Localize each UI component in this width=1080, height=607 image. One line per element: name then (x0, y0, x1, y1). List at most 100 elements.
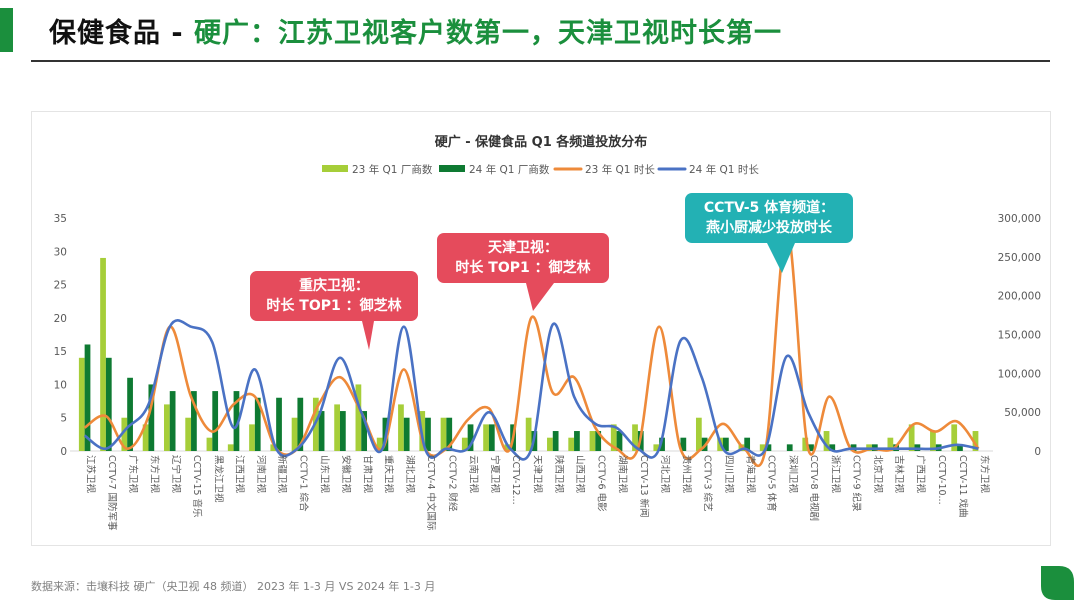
line-24q1-duration (83, 319, 979, 461)
x-category-label: 河北卫视 (659, 455, 671, 494)
callout-pointer (767, 243, 795, 273)
bar-23q1 (759, 444, 766, 451)
bar-24q1 (403, 417, 410, 451)
x-category-label: 河南卫视 (255, 455, 267, 494)
right-axis-tick: 50,000 (1004, 407, 1041, 419)
x-category-label: CCTV-6 电影 (595, 455, 607, 512)
left-axis-tick: 15 (54, 346, 67, 358)
x-category-label: 青海卫视 (744, 455, 756, 494)
bar-23q1 (823, 431, 830, 451)
x-category-label: CCTV-3 综艺 (702, 455, 714, 512)
bar-23q1 (270, 444, 277, 451)
right-axis-tick: 0 (1034, 446, 1041, 458)
brand-leaf-icon (1041, 566, 1074, 600)
bar-24q1 (361, 411, 368, 451)
bar-24q1 (297, 397, 304, 451)
x-category-label: 云南卫视 (468, 455, 480, 494)
bar-23q1 (504, 444, 511, 451)
x-category-label: CCTV-12... (510, 455, 521, 505)
right-axis-tick: 300,000 (998, 213, 1041, 225)
bar-23q1 (461, 437, 468, 451)
page-title-prefix: 保健食品 - (49, 18, 195, 49)
x-category-label: CCTV-2 财经 (446, 455, 458, 512)
bar-23q1 (355, 384, 362, 451)
x-category-label: CCTV-9 纪录 (851, 455, 863, 512)
bar-23q1 (227, 444, 234, 451)
bar-24q1 (552, 431, 559, 451)
bar-24q1 (467, 424, 474, 451)
callout-box (437, 233, 609, 283)
callout-pointer (362, 321, 374, 350)
callout-text: 重庆卫视： (299, 277, 369, 294)
legend-swatch (322, 165, 348, 172)
bar-24q1 (339, 411, 346, 451)
bar-23q1 (206, 437, 213, 451)
x-category-label: 辽宁卫视 (170, 455, 182, 494)
bar-23q1 (930, 431, 936, 451)
bar-23q1 (376, 437, 383, 451)
bar-23q1 (334, 404, 340, 451)
bar-23q1 (121, 417, 128, 451)
bar-24q1 (595, 431, 602, 451)
x-category-label: CCTV-7 国防军事 (106, 455, 118, 531)
bar-24q1 (105, 357, 112, 451)
bar-24q1 (446, 417, 453, 451)
bar-23q1 (589, 431, 596, 451)
bar-24q1 (276, 397, 282, 451)
x-category-label: CCTV-4 中文国际 (425, 455, 437, 531)
bar-24q1 (425, 417, 431, 451)
callout-box (685, 193, 853, 243)
bar-24q1 (808, 444, 814, 451)
right-axis-tick: 250,000 (998, 252, 1041, 264)
right-axis-tick: 100,000 (998, 368, 1041, 380)
bar-23q1 (483, 424, 489, 451)
callout-pointer (526, 283, 554, 311)
bar-23q1 (653, 444, 660, 451)
x-category-label: CCTV-13 新闻 (638, 455, 650, 518)
x-category-label: CCTV-8 电视剧 (808, 455, 820, 521)
chart-callout: 重庆卫视： 时长 TOP1 ：御芝林 (250, 271, 418, 350)
bar-24q1 (127, 377, 133, 451)
bar-23q1 (291, 417, 298, 451)
callout-text: 时长 TOP1 ：御芝林 (266, 297, 401, 314)
legend-label: 23 年 Q1 时长 (585, 163, 655, 176)
data-source-note: 数据来源：击壤科技 硬广（央卫视 48 频道） 2023 年 1-3 月 VS … (31, 580, 436, 593)
bar-23q1 (547, 437, 553, 451)
bar-23q1 (185, 417, 192, 451)
x-category-label: 江西卫视 (234, 455, 246, 494)
bar-23q1 (398, 404, 404, 451)
x-category-label: 山东卫视 (319, 455, 331, 494)
chart-title: 硬广 - 保健食品 Q1 各频道投放分布 (435, 134, 648, 150)
chart-card: 硬广 - 保健食品 Q1 各频道投放分布 23 年 Q1 厂商数 24 年 Q1 厂… (31, 111, 1051, 546)
x-category-label: CCTV-1 综合 (297, 455, 309, 512)
x-category-label: 江苏卫视 (85, 455, 97, 494)
bar-24q1 (829, 444, 836, 451)
left-axis-tick: 0 (60, 446, 67, 458)
x-category-label: 湖南卫视 (617, 455, 629, 494)
right-axis-tick: 150,000 (998, 330, 1041, 342)
x-category-label: 宁夏卫视 (489, 455, 501, 494)
x-category-label: 吉林卫视 (893, 455, 905, 494)
left-axis-tick: 20 (54, 313, 67, 325)
bar-24q1 (212, 391, 219, 451)
bar-23q1 (951, 424, 958, 451)
left-axis-tick: 30 (54, 246, 67, 258)
bar-24q1 (488, 424, 495, 451)
x-category-label: 黑龙江卫视 (212, 455, 224, 503)
bar-24q1 (574, 431, 580, 451)
callout-text: 天津卫视： (488, 239, 558, 256)
x-category-label: 东方卫视 (978, 455, 990, 494)
bar-23q1 (908, 424, 915, 451)
x-category-label: 贵州卫视 (680, 455, 692, 494)
callout-text: 燕小厨减少投放时长 (706, 219, 833, 236)
bar-23q1 (164, 404, 170, 451)
callout-box (250, 271, 418, 321)
x-category-label: 山西卫视 (574, 455, 586, 494)
bar-23q1 (802, 437, 809, 451)
bar-23q1 (142, 424, 149, 451)
bar-23q1 (100, 257, 106, 451)
chart-callout: CCTV-5 体育频道： 燕小厨减少投放时长 (685, 193, 853, 273)
x-category-label: 安徽卫视 (340, 455, 352, 494)
x-category-label: CCTV-11 戏曲 (957, 455, 969, 518)
